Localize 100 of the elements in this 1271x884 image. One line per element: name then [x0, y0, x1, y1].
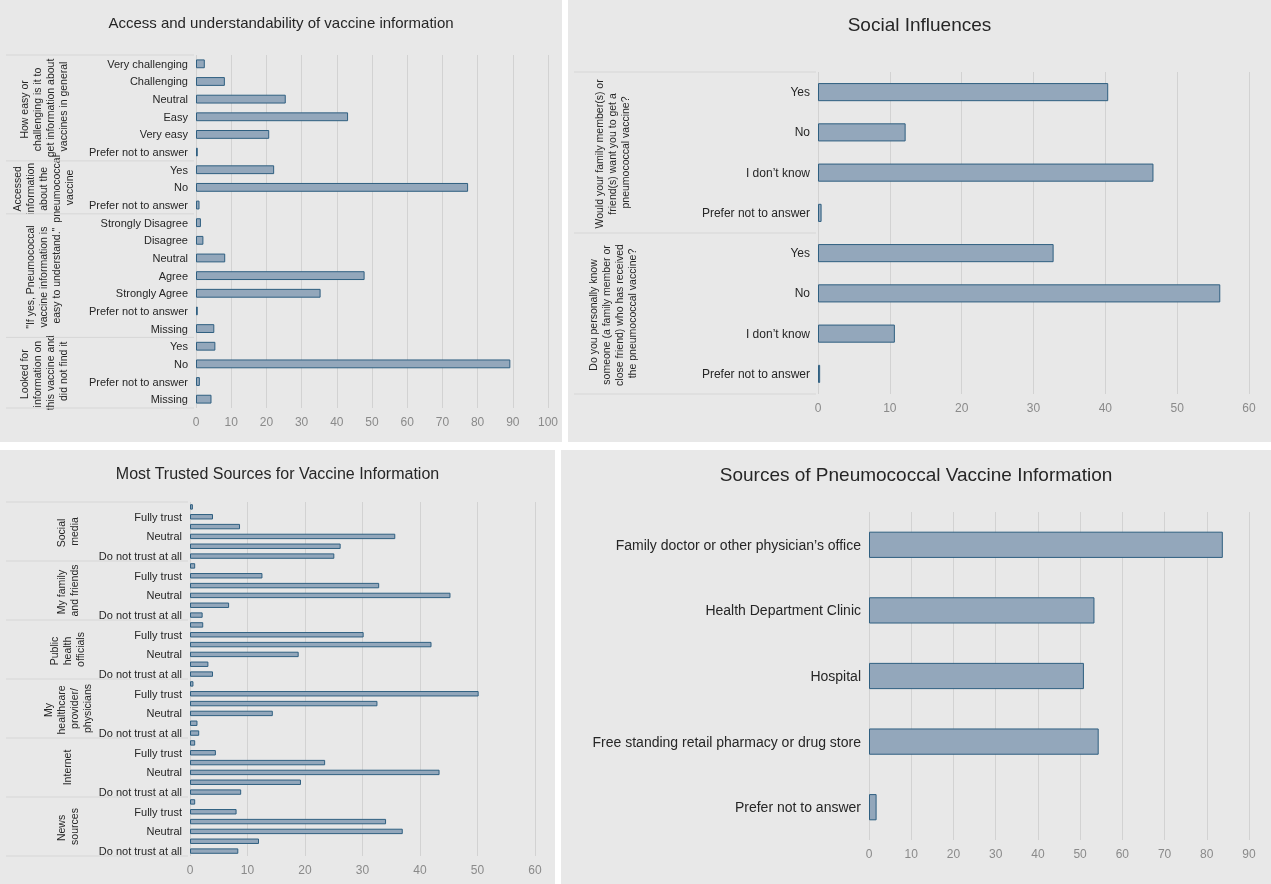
bar: [818, 284, 1221, 303]
y-tick-label: I don’t know: [745, 326, 811, 341]
x-tick-label: 0: [186, 863, 194, 877]
bar: [190, 799, 196, 805]
y-tick-label: Do not trust at all: [98, 845, 182, 858]
y-tick-label: Prefer not to answer: [88, 304, 189, 317]
x-tick-label: 70: [435, 415, 450, 429]
bar: [196, 130, 270, 139]
x-tick-label: 20: [946, 847, 961, 861]
y-tick-label: No: [794, 125, 811, 140]
chart-title: Access and understandability of vaccine information: [108, 14, 454, 31]
x-tick-label: 10: [240, 863, 255, 877]
y-tick-label: Neutral: [146, 825, 182, 838]
x-tick-label: 60: [1242, 401, 1256, 415]
bar: [190, 553, 335, 559]
bar: [869, 531, 1223, 558]
bar: [818, 203, 822, 222]
bar: [196, 112, 349, 122]
x-tick-label: 60: [1115, 847, 1130, 861]
bar: [190, 710, 273, 717]
y-tick-label: Do not trust at all: [98, 668, 182, 681]
bar: [818, 123, 906, 142]
x-tick-label: 10: [904, 847, 919, 861]
bar: [190, 750, 216, 756]
bar: [869, 662, 1084, 690]
bar: [190, 514, 213, 520]
bar: [190, 533, 396, 540]
y-tick-label: Neutral: [152, 93, 188, 106]
y-tick-label: Yes: [170, 340, 189, 353]
y-tick-label: Prefer not to answer: [701, 205, 810, 220]
bar: [190, 779, 301, 785]
bar: [196, 94, 286, 104]
x-tick-label: 40: [413, 863, 427, 877]
bar: [190, 848, 239, 854]
bar: [196, 377, 200, 386]
bar: [190, 818, 387, 825]
x-tick-label: 50: [365, 415, 379, 429]
x-tick-label: 30: [294, 415, 309, 429]
text: My family and friends: [54, 564, 80, 617]
x-tick-label: 40: [1031, 847, 1045, 861]
bar: [190, 622, 204, 628]
x-tick-label: 0: [814, 401, 822, 415]
bar: [196, 200, 200, 210]
y-tick-label: Yes: [790, 85, 810, 100]
x-tick-label: 20: [298, 863, 312, 877]
y-tick-label: Missing: [150, 322, 188, 335]
x-tick-label: 30: [355, 863, 370, 877]
bar: [190, 582, 380, 589]
bar: [190, 543, 341, 549]
bar: [196, 235, 204, 245]
bar: [190, 828, 403, 835]
x-tick-label: 100: [537, 415, 559, 429]
bar: [190, 632, 364, 638]
y-tick-label: Agree: [158, 269, 188, 282]
bar: [190, 573, 263, 579]
text: News sources: [54, 808, 80, 845]
y-tick-label: I don’t know: [745, 165, 811, 180]
text: "If yes, Pneumococcal vaccine information is easy to understand.": [24, 222, 62, 329]
bar: [196, 218, 201, 228]
y-tick-label: Neutral: [152, 251, 188, 264]
bar: [196, 253, 226, 263]
x-tick-label: 0: [192, 415, 200, 429]
bar: [190, 769, 440, 776]
text: Public health officials: [48, 632, 86, 667]
y-tick-label: Neutral: [146, 530, 182, 543]
x-tick-label: 40: [1098, 401, 1113, 415]
chart-title: Social Influences: [847, 14, 992, 35]
x-tick-label: 30: [1026, 401, 1041, 415]
x-tick-label: 30: [988, 847, 1003, 861]
bar: [190, 700, 378, 707]
bar: [818, 324, 895, 343]
bar: [190, 740, 196, 746]
bar: [818, 244, 1054, 263]
x-tick-label: 50: [1170, 401, 1185, 415]
text: Social media: [54, 515, 80, 548]
y-tick-label: Fully trust: [134, 687, 182, 700]
y-tick-label: Neutral: [146, 648, 182, 661]
bar: [190, 809, 237, 815]
bar: [196, 182, 469, 192]
bar: [190, 592, 451, 599]
bar: [190, 681, 194, 687]
y-tick-label: No: [173, 357, 188, 370]
bar: [196, 165, 275, 175]
y-tick-label: Easy: [163, 110, 189, 123]
y-tick-label: Neutral: [146, 707, 182, 720]
x-tick-label: 80: [1200, 847, 1214, 861]
y-tick-label: Prefer not to answer: [88, 199, 189, 212]
x-tick-label: 60: [400, 415, 415, 429]
chart-title: Sources of Pneumococcal Vaccine Information: [719, 464, 1113, 485]
y-tick-label: No: [794, 286, 811, 301]
y-tick-label: Very challenging: [107, 57, 188, 70]
bar: [869, 794, 877, 821]
y-tick-label: Health Department Clinic: [705, 602, 861, 619]
bar: [869, 728, 1099, 755]
x-tick-label: 50: [470, 863, 485, 877]
x-tick-label: 50: [1073, 847, 1088, 861]
bar: [196, 359, 511, 369]
y-tick-label: Neutral: [146, 766, 182, 779]
text: My healthcare provider/physicians: [41, 682, 93, 735]
y-tick-label: Do not trust at all: [98, 550, 182, 563]
